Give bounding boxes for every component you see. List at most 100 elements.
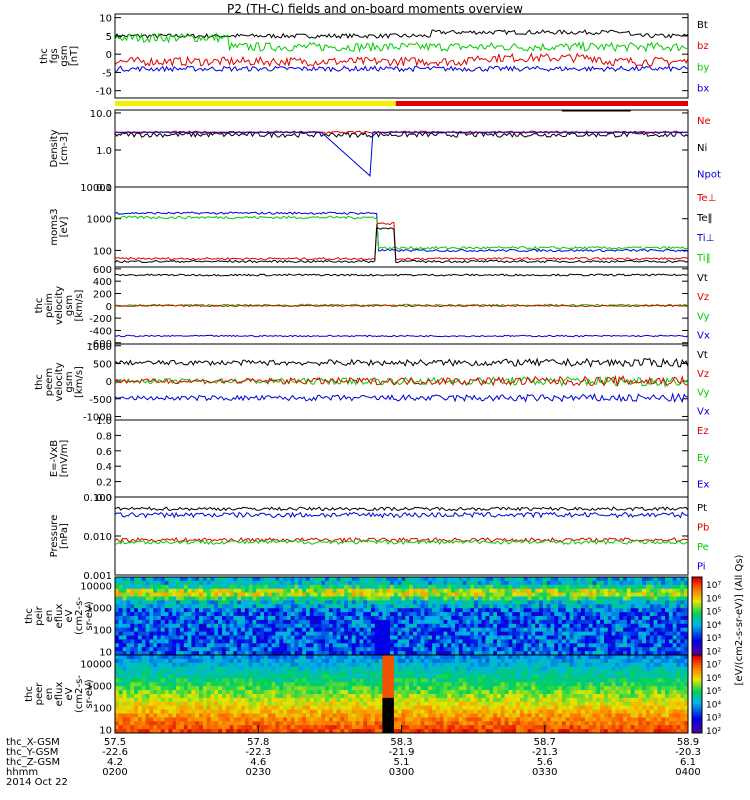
ytick-label: 0.100 (83, 493, 112, 504)
spectrogram-cell (122, 701, 127, 707)
spectrogram-cell (286, 608, 292, 613)
spectrogram-cell (378, 674, 383, 679)
spectrogram-cell (187, 705, 192, 711)
spectrogram-cell (241, 682, 246, 687)
spectrogram-cell (290, 612, 295, 617)
spectrogram-cell (298, 674, 303, 679)
spectrogram-cell (615, 612, 620, 617)
spectrogram-cell (313, 612, 318, 617)
spectrogram-cell (283, 627, 288, 633)
spectrogram-cell (321, 721, 326, 726)
spectrogram-cell (317, 580, 322, 586)
spectrogram-cell (137, 709, 143, 714)
spectrogram-cell (489, 596, 494, 601)
spectrogram-cell (363, 674, 368, 679)
spectrogram-cell (210, 588, 215, 594)
spectrogram-cell (302, 697, 307, 703)
spectrogram-cell (661, 643, 666, 648)
spectrogram-cell (504, 608, 509, 613)
ylabel-line: gsm (64, 295, 75, 316)
spectrogram-cell (474, 623, 479, 629)
spectrogram-cell (374, 682, 380, 687)
spectrogram-cell (137, 651, 143, 656)
spectrogram-cell (118, 701, 124, 707)
spectrogram-cell (141, 655, 146, 660)
spectrogram-cell (615, 588, 620, 594)
spectrogram-cell (378, 623, 383, 629)
spectrogram-cell (252, 584, 257, 590)
spectrogram-cell (321, 666, 326, 672)
spectrogram-cell (172, 608, 177, 613)
spectrogram-cell (195, 721, 200, 726)
spectrogram-cell (248, 682, 253, 687)
spectrogram-cell (126, 655, 131, 660)
spectrogram-cell (665, 639, 670, 644)
spectrogram-cell (443, 635, 448, 640)
spectrogram-cell (118, 647, 124, 652)
spectrogram-cell (336, 623, 341, 629)
spectrogram-cell (115, 643, 120, 648)
spectrogram-cell (519, 596, 525, 601)
spectrogram-cell (275, 608, 280, 613)
spectrogram-cell (115, 694, 120, 699)
spectrogram-cell (157, 623, 162, 629)
spectrogram-cell (451, 627, 456, 633)
spectrogram-cell (157, 592, 162, 597)
spectrogram-cell (374, 584, 380, 590)
spectrogram-cell (118, 690, 124, 695)
spectrogram-cell (241, 631, 246, 636)
spectrogram-cell (145, 577, 150, 582)
spectrogram-cell (684, 647, 689, 652)
spectrogram-cell (661, 580, 666, 586)
spectrogram-cell (271, 592, 276, 597)
spectrogram-cell (623, 616, 628, 621)
series-Pi (114, 511, 689, 519)
spectrogram-cell (218, 705, 223, 711)
spectrogram-cell (374, 608, 380, 613)
ylabel-line: E=-VxB (49, 440, 60, 477)
ylabel-line: (cm2-s- (74, 675, 85, 713)
spectrogram-cell (256, 658, 261, 664)
spectrogram-cell (283, 725, 288, 730)
spectrogram-cell (256, 694, 261, 699)
spectrogram-cell (145, 631, 150, 636)
spectrogram-cell (149, 670, 154, 675)
spectrogram-cell (477, 643, 483, 648)
spectrogram-cell (600, 577, 605, 582)
ylabel-efield: E=-VxB [mV/m] (49, 440, 70, 478)
spectrogram-cell (554, 612, 559, 617)
spectrogram-cell (359, 697, 364, 703)
spectrogram-cell (581, 631, 586, 636)
spectrogram-cell (313, 580, 318, 586)
spectrogram-cell (233, 705, 238, 711)
spectrogram-cell (195, 600, 200, 605)
spectrogram-cell (122, 643, 127, 648)
spectrogram-cell (302, 596, 307, 601)
spectrogram-cell (183, 596, 189, 601)
spectrogram-cell (218, 690, 223, 695)
spectrogram-cell (638, 600, 643, 605)
spectrogram-cell (279, 682, 284, 687)
spectrogram-cell (313, 635, 318, 640)
spectrogram-cell (195, 596, 200, 601)
spectrogram-cell (168, 658, 173, 664)
spectrogram-cell (416, 674, 422, 679)
spectrogram-cell (122, 596, 127, 601)
spectrogram-cell (489, 600, 494, 605)
spectrogram-cell (474, 631, 479, 636)
spectrogram-cell (443, 616, 448, 621)
spectrogram-cell (332, 670, 337, 675)
spectrogram-cell (439, 709, 444, 714)
spectrogram-cell (214, 584, 219, 590)
spectrogram-cell (363, 604, 368, 609)
spectrogram-cell (646, 588, 651, 594)
spectrogram-cell (141, 639, 146, 644)
spectrogram-cell (390, 635, 395, 640)
spectrogram-cell (168, 592, 173, 597)
spectrogram-cell (355, 705, 360, 711)
series-by (114, 32, 689, 53)
spectrogram-cell (202, 631, 208, 636)
spectrogram-cell (248, 635, 253, 640)
spectrogram-cell (565, 643, 571, 648)
spectrogram-cell (244, 627, 250, 633)
